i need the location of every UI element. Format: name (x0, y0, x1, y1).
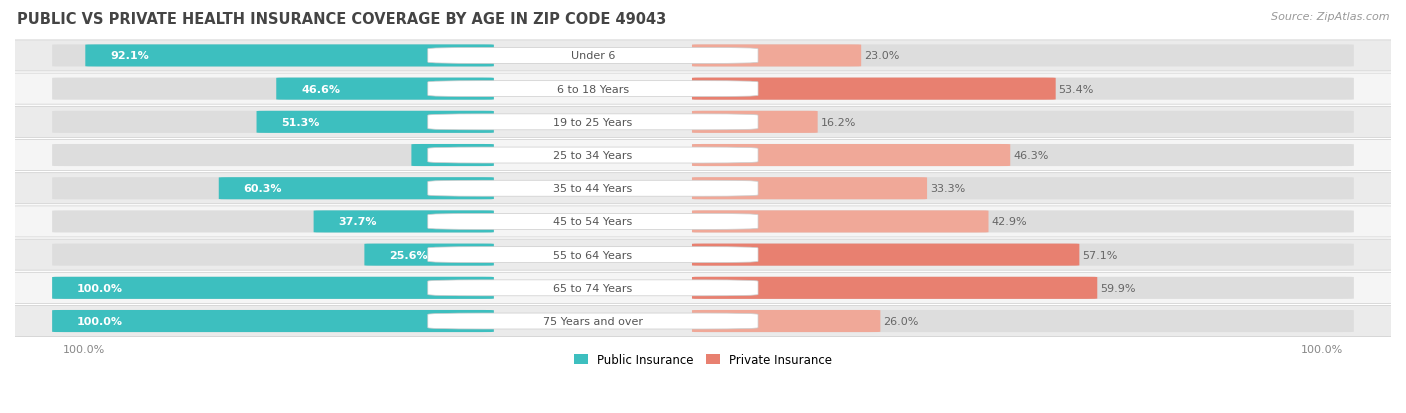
FancyBboxPatch shape (8, 206, 1398, 237)
FancyBboxPatch shape (8, 173, 1398, 204)
FancyBboxPatch shape (427, 313, 758, 329)
Text: 6 to 18 Years: 6 to 18 Years (557, 84, 628, 95)
FancyBboxPatch shape (427, 81, 758, 97)
FancyBboxPatch shape (692, 178, 927, 200)
FancyBboxPatch shape (412, 145, 494, 167)
FancyBboxPatch shape (427, 247, 758, 263)
Text: 60.3%: 60.3% (243, 184, 283, 194)
FancyBboxPatch shape (692, 145, 1354, 167)
FancyBboxPatch shape (8, 273, 1398, 304)
FancyBboxPatch shape (52, 310, 494, 332)
FancyBboxPatch shape (692, 112, 1354, 133)
Text: 16.2%: 16.2% (821, 118, 856, 128)
Text: 100.0%: 100.0% (63, 344, 105, 354)
Text: 26.0%: 26.0% (883, 316, 918, 326)
Text: 100.0%: 100.0% (77, 283, 122, 293)
Text: 46.3%: 46.3% (1012, 151, 1049, 161)
Text: PUBLIC VS PRIVATE HEALTH INSURANCE COVERAGE BY AGE IN ZIP CODE 49043: PUBLIC VS PRIVATE HEALTH INSURANCE COVER… (17, 12, 666, 27)
FancyBboxPatch shape (52, 112, 494, 133)
FancyBboxPatch shape (692, 145, 1011, 167)
Text: 55 to 64 Years: 55 to 64 Years (554, 250, 633, 260)
FancyBboxPatch shape (52, 45, 494, 67)
FancyBboxPatch shape (692, 78, 1056, 100)
FancyBboxPatch shape (692, 277, 1354, 299)
FancyBboxPatch shape (692, 310, 1354, 332)
Text: 33.3%: 33.3% (929, 184, 965, 194)
Text: Source: ZipAtlas.com: Source: ZipAtlas.com (1271, 12, 1389, 22)
Text: 42.9%: 42.9% (991, 217, 1026, 227)
FancyBboxPatch shape (276, 78, 494, 100)
Text: 14.4%: 14.4% (436, 151, 475, 161)
Text: Under 6: Under 6 (571, 51, 614, 61)
FancyBboxPatch shape (692, 211, 988, 233)
FancyBboxPatch shape (692, 244, 1080, 266)
Legend: Public Insurance, Private Insurance: Public Insurance, Private Insurance (569, 348, 837, 370)
FancyBboxPatch shape (364, 244, 494, 266)
FancyBboxPatch shape (314, 211, 494, 233)
FancyBboxPatch shape (52, 211, 494, 233)
FancyBboxPatch shape (427, 280, 758, 296)
Text: 37.7%: 37.7% (339, 217, 377, 227)
FancyBboxPatch shape (52, 244, 494, 266)
FancyBboxPatch shape (692, 277, 1097, 299)
FancyBboxPatch shape (692, 45, 860, 67)
FancyBboxPatch shape (8, 306, 1398, 337)
Text: 25 to 34 Years: 25 to 34 Years (554, 151, 633, 161)
Text: 46.6%: 46.6% (301, 84, 340, 95)
FancyBboxPatch shape (8, 240, 1398, 271)
FancyBboxPatch shape (692, 78, 1354, 100)
FancyBboxPatch shape (256, 112, 494, 133)
FancyBboxPatch shape (8, 41, 1398, 72)
Text: 23.0%: 23.0% (863, 51, 900, 61)
FancyBboxPatch shape (692, 45, 1354, 67)
FancyBboxPatch shape (86, 45, 494, 67)
Text: 53.4%: 53.4% (1059, 84, 1094, 95)
FancyBboxPatch shape (692, 244, 1354, 266)
FancyBboxPatch shape (219, 178, 494, 200)
FancyBboxPatch shape (52, 277, 494, 299)
Text: 51.3%: 51.3% (281, 118, 319, 128)
FancyBboxPatch shape (427, 48, 758, 64)
FancyBboxPatch shape (427, 148, 758, 164)
FancyBboxPatch shape (427, 214, 758, 230)
Text: 100.0%: 100.0% (1301, 344, 1343, 354)
FancyBboxPatch shape (427, 181, 758, 197)
Text: 92.1%: 92.1% (110, 51, 149, 61)
FancyBboxPatch shape (8, 140, 1398, 171)
FancyBboxPatch shape (692, 310, 880, 332)
Text: 19 to 25 Years: 19 to 25 Years (554, 118, 633, 128)
FancyBboxPatch shape (692, 112, 818, 133)
Text: 100.0%: 100.0% (77, 316, 122, 326)
FancyBboxPatch shape (427, 114, 758, 131)
FancyBboxPatch shape (52, 78, 494, 100)
FancyBboxPatch shape (52, 310, 494, 332)
Text: 65 to 74 Years: 65 to 74 Years (554, 283, 633, 293)
FancyBboxPatch shape (52, 277, 494, 299)
FancyBboxPatch shape (692, 178, 1354, 200)
FancyBboxPatch shape (8, 107, 1398, 138)
FancyBboxPatch shape (52, 178, 494, 200)
FancyBboxPatch shape (52, 145, 494, 167)
FancyBboxPatch shape (692, 211, 1354, 233)
Text: 59.9%: 59.9% (1099, 283, 1136, 293)
Text: 57.1%: 57.1% (1083, 250, 1118, 260)
Text: 45 to 54 Years: 45 to 54 Years (554, 217, 633, 227)
Text: 35 to 44 Years: 35 to 44 Years (554, 184, 633, 194)
FancyBboxPatch shape (8, 74, 1398, 105)
Text: 75 Years and over: 75 Years and over (543, 316, 643, 326)
Text: 25.6%: 25.6% (389, 250, 427, 260)
